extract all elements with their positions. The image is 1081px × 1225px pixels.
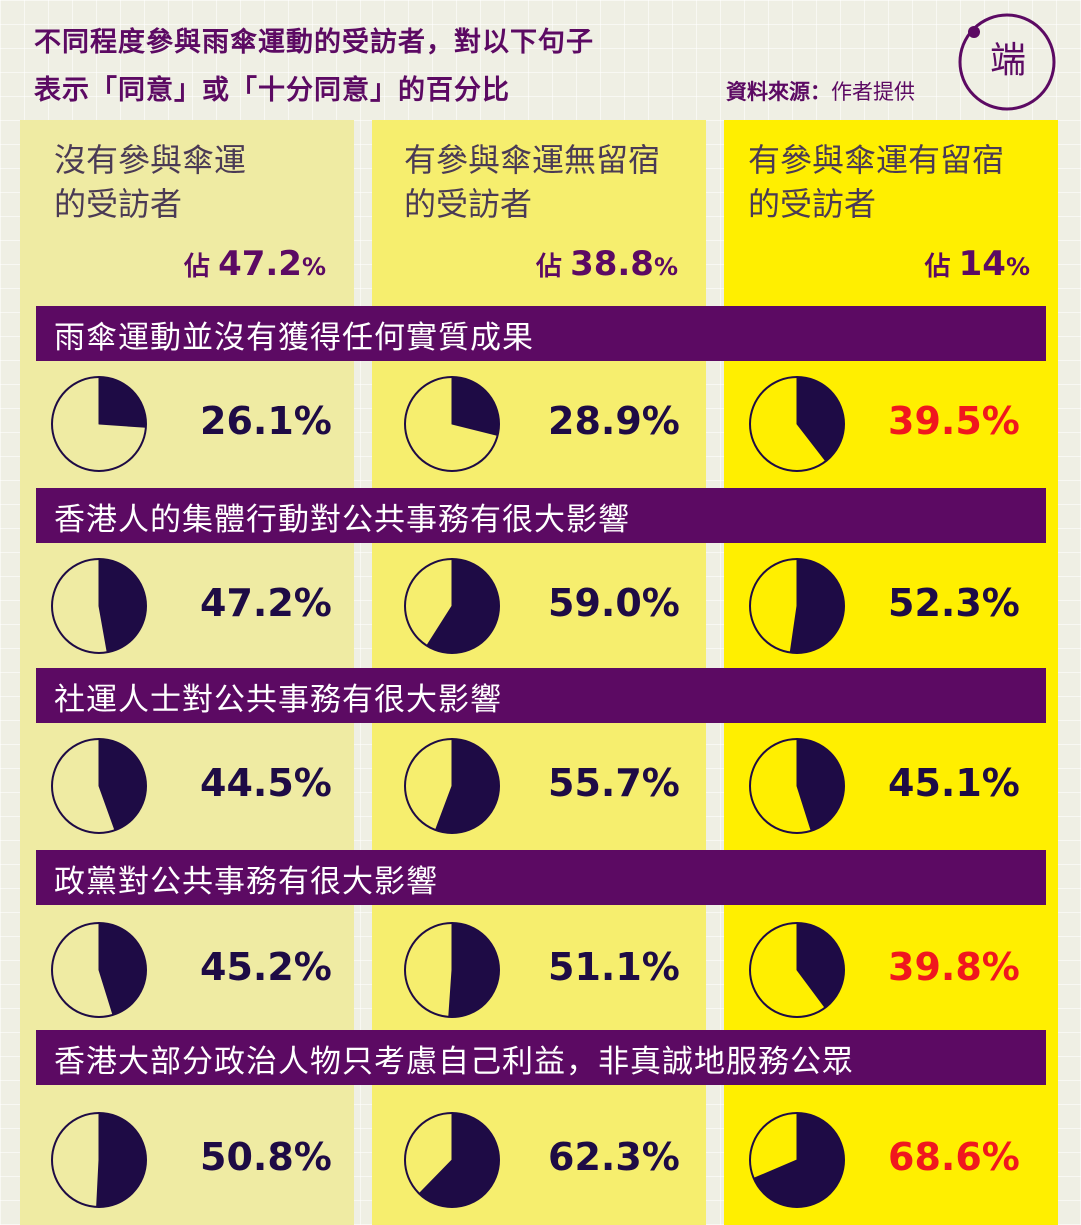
pie-chart xyxy=(404,376,500,472)
pie-slice xyxy=(426,558,500,654)
source-label: 資料來源： xyxy=(726,80,831,104)
pie-chart xyxy=(749,922,845,1018)
pie-chart xyxy=(404,1112,500,1208)
group-share: 佔 38.8% xyxy=(536,244,678,284)
pie-slice xyxy=(753,1112,845,1208)
data-label: 26.1% xyxy=(200,399,332,443)
data-label: 62.3% xyxy=(548,1135,680,1179)
pie-chart xyxy=(749,738,845,834)
share-prefix: 佔 xyxy=(924,252,951,282)
group-share: 佔 14% xyxy=(925,244,1030,284)
statement-bar: 香港人的集體行動對公共事務有很大影響 xyxy=(36,488,1046,543)
pie-slice xyxy=(451,376,500,436)
pie-chart xyxy=(51,922,147,1018)
data-label: 47.2% xyxy=(200,581,332,625)
share-unit: % xyxy=(653,253,678,281)
pie-slice xyxy=(448,922,500,1018)
pie-slice xyxy=(796,738,845,832)
statement-text: 香港大部分政治人物只考慮自己利益，非真誠地服務公眾 xyxy=(54,1044,854,1080)
share-unit: % xyxy=(301,253,326,281)
statement-bar: 雨傘運動並沒有獲得任何實質成果 xyxy=(36,306,1046,361)
pie-chart xyxy=(404,922,500,1018)
chart-title-line-1: 不同程度參與雨傘運動的受訪者，對以下句子 xyxy=(34,27,594,58)
statement-text: 香港人的集體行動對公共事務有很大影響 xyxy=(54,502,630,538)
statement-bar: 社運人士對公共事務有很大影響 xyxy=(36,668,1046,723)
data-label: 59.0% xyxy=(548,581,680,625)
pie-chart xyxy=(749,1112,845,1208)
initium-logo-icon: 端 xyxy=(958,13,1056,111)
pie-chart xyxy=(749,558,845,654)
group-name: 沒有參與傘運 的受訪者 xyxy=(54,141,247,223)
data-label: 68.6% xyxy=(888,1135,1020,1179)
chart-title-line-2: 表示「同意」或「十分同意」的百分比 xyxy=(34,75,510,106)
data-label: 45.2% xyxy=(200,945,332,989)
share-prefix: 佔 xyxy=(184,252,211,282)
pie-chart xyxy=(51,558,147,654)
pie-chart xyxy=(404,558,500,654)
pie-slice xyxy=(796,376,845,462)
pie-slice xyxy=(435,738,500,834)
data-label: 28.9% xyxy=(548,399,680,443)
share-value: 38.8 xyxy=(570,244,654,284)
statement-text: 政黨對公共事務有很大影響 xyxy=(54,864,438,900)
pie-chart xyxy=(51,376,147,472)
data-label: 44.5% xyxy=(200,761,332,805)
pie-slice xyxy=(418,1112,500,1208)
pie-slice xyxy=(789,558,845,654)
source-note: 資料來源：作者提供 xyxy=(726,76,915,106)
pie-slice xyxy=(98,738,147,831)
share-value: 14 xyxy=(958,244,1006,284)
data-label: 51.1% xyxy=(548,945,680,989)
statement-bar: 政黨對公共事務有很大影響 xyxy=(36,850,1046,905)
pie-slice xyxy=(98,376,147,428)
statement-text: 社運人士對公共事務有很大影響 xyxy=(54,682,502,718)
pie-chart xyxy=(749,376,845,472)
data-label: 50.8% xyxy=(200,1135,332,1179)
pie-slice xyxy=(98,558,147,653)
pie-chart xyxy=(51,738,147,834)
statement-bar: 香港大部分政治人物只考慮自己利益，非真誠地服務公眾 xyxy=(36,1030,1046,1085)
share-value: 47.2 xyxy=(218,244,302,284)
data-label: 55.7% xyxy=(548,761,680,805)
share-unit: % xyxy=(1005,253,1030,281)
data-label: 39.5% xyxy=(888,399,1020,443)
group-share: 佔 47.2% xyxy=(184,244,326,284)
pie-chart xyxy=(404,738,500,834)
pie-slice xyxy=(96,1112,147,1208)
pie-slice xyxy=(796,922,845,1009)
group-name: 有參與傘運有留宿 的受訪者 xyxy=(748,141,1005,223)
source-value: 作者提供 xyxy=(831,80,915,104)
data-label: 39.8% xyxy=(888,945,1020,989)
pie-slice xyxy=(98,922,147,1016)
group-name: 有參與傘運無留宿 的受訪者 xyxy=(404,141,661,223)
logo-text: 端 xyxy=(990,40,1026,81)
data-label: 45.1% xyxy=(888,761,1020,805)
statement-text: 雨傘運動並沒有獲得任何實質成果 xyxy=(54,320,534,356)
data-label: 52.3% xyxy=(888,581,1020,625)
pie-chart xyxy=(51,1112,147,1208)
share-prefix: 佔 xyxy=(536,252,563,282)
